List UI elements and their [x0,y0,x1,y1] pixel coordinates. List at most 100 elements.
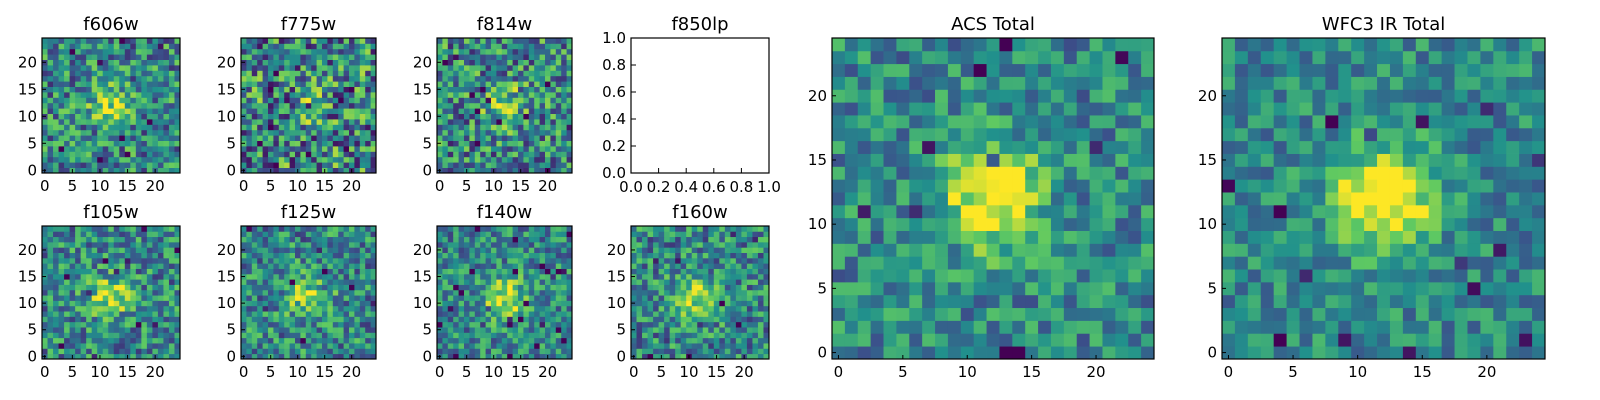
heatmap-cell [658,252,665,259]
heatmap-cell [163,162,170,168]
heatmap-cell [152,263,159,269]
heatmap-cell [883,140,897,154]
heatmap-cell [316,156,323,163]
heatmap-cell [986,307,1000,321]
heatmap-cell [327,113,334,120]
heatmap-cell [338,348,344,355]
heatmap-cell [528,252,535,259]
heatmap-cell [501,279,508,285]
heatmap-cell [343,129,350,136]
heatmap-cell [316,65,323,71]
heatmap-cell [241,257,247,264]
heatmap-cell [1050,166,1065,180]
heatmap-cell [316,263,323,269]
heatmap-cell [295,305,301,312]
heatmap-cell [566,92,573,98]
heatmap-cell [442,332,449,339]
heatmap-cell [69,241,76,248]
heatmap-cell [844,243,859,257]
heatmap-cell [491,348,497,355]
heatmap-cell [119,337,126,344]
heatmap-cell [973,307,987,321]
heatmap-cell [289,337,296,344]
heatmap-cell [174,231,181,238]
heatmap-cell [642,289,648,296]
heatmap-cell [491,268,497,275]
heatmap-cells [42,38,181,174]
heatmap-cell [338,273,344,280]
heatmap-cell [453,236,459,243]
heatmap-cell [58,65,65,71]
heatmap-cell [561,75,567,82]
heatmap-cell [523,129,530,136]
heatmap-cell [273,146,280,152]
heatmap-cell [480,316,486,323]
heatmap-cell [91,59,98,66]
heatmap-cell [752,263,759,269]
y-tick-label: 0 [27,347,37,365]
heatmap-cell [365,289,371,296]
heatmap-cell [832,281,846,296]
heatmap-cell [157,327,164,333]
heatmap-cell [757,273,764,280]
heatmap-cell [370,268,377,275]
heatmap-cell [102,135,109,141]
heatmap-cell [332,268,339,275]
heatmap-cell [42,70,48,77]
heatmap-cell [647,263,654,269]
heatmap-cell [550,348,557,355]
heatmap-cell [566,279,573,285]
heatmap-cell [300,151,307,158]
heatmap-cell [338,97,344,104]
heatmap-cell [91,151,98,158]
heatmap-cell [146,295,153,301]
heatmap-cell [518,43,524,50]
heatmap-cell [561,113,567,120]
heatmap-cell [163,284,170,291]
heatmap-cell [1102,192,1116,206]
heatmap-cell [496,343,503,349]
heatmap-cell [636,226,643,232]
heatmap-cell [719,311,726,317]
heatmap-cell [327,102,334,109]
heatmap-cell [730,268,737,275]
heatmap-cell [327,343,334,349]
heatmap-cell [359,289,366,296]
heatmap-cell [86,140,93,147]
heatmap-cell [332,226,339,232]
heatmap-cell [757,321,764,328]
heatmap-cell [86,316,93,323]
heatmap-cell [545,348,551,355]
heatmap-cell [447,81,454,87]
heatmap-cell [58,102,65,109]
heatmap-cell [664,332,671,339]
heatmap-cell [163,151,170,158]
heatmap-cell [870,140,884,154]
heatmap-cell [458,140,465,147]
heatmap-cell [485,295,492,301]
heatmap-cell [447,236,454,243]
heatmap-cell [545,316,551,323]
heatmap-cell [316,48,323,55]
heatmap-cell [675,284,682,291]
heatmap-cell [437,48,443,55]
heatmap-cell [359,252,366,259]
heatmap-cell [273,113,280,120]
heatmap-cell [496,284,503,291]
heatmap-cell [735,305,742,312]
heatmap-cell [501,263,508,269]
heatmap-cell [359,311,366,317]
heatmap-cell [168,236,175,243]
heatmap-cell [512,289,519,296]
heatmap-cell [857,346,872,360]
heatmap-cell [349,97,355,104]
heatmap-cell [442,257,449,264]
heatmap-cell [75,86,82,93]
heatmap-cell [370,124,377,131]
heatmap-cell [108,75,115,82]
heatmap-cell [566,247,573,253]
heatmap-cell [474,102,481,109]
heatmap-cell [174,59,181,66]
heatmap-cell [453,146,459,152]
heatmap-cell [124,236,131,243]
